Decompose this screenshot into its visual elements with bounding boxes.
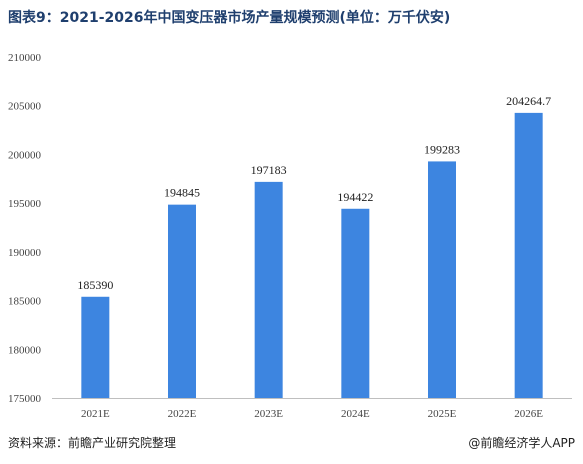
data-label: 185390: [77, 278, 113, 292]
bar: [428, 161, 456, 398]
brand-note: @前瞻经济学人APP: [468, 436, 575, 450]
x-tick-label: 2021E: [81, 408, 110, 420]
x-axis: 2021E 2022E 2023E 2024E 2025E 2026E: [81, 408, 543, 420]
data-label: 194845: [164, 186, 200, 200]
y-tick-label: 180000: [8, 344, 42, 356]
y-tick-label: 195000: [8, 198, 42, 210]
bars: [81, 112, 543, 399]
x-tick-label: 2025E: [428, 408, 457, 420]
bar: [254, 181, 283, 398]
data-label: 199283: [424, 142, 460, 156]
value-labels: 185390 194845 197183 194422 199283 204264.7: [77, 94, 551, 292]
bar: [168, 204, 196, 398]
x-tick-label: 2023E: [254, 408, 283, 420]
data-label: 197183: [251, 163, 287, 177]
data-label: 194422: [337, 190, 373, 204]
x-tick-label: 2026E: [514, 408, 543, 420]
y-tick-label: 185000: [8, 296, 42, 308]
data-label: 204264.7: [506, 94, 551, 108]
x-tick-label: 2022E: [168, 408, 197, 420]
y-axis: 175000 180000 185000 190000 195000 200000 2050…: [8, 52, 42, 405]
y-tick-label: 210000: [8, 52, 42, 64]
chart-title: 图表9：2021-2026年中国变压器市场产量规模预测(单位：万千伏安): [8, 10, 451, 26]
y-tick-label: 175000: [8, 393, 42, 405]
y-tick-label: 200000: [8, 149, 42, 161]
bar: [341, 208, 370, 398]
y-tick-label: 190000: [8, 247, 42, 259]
y-tick-label: 205000: [8, 101, 42, 113]
source-note: 资料来源：前瞻产业研究院整理: [8, 436, 177, 450]
x-tick-label: 2024E: [341, 408, 370, 420]
bar: [514, 112, 543, 399]
bar: [81, 296, 110, 398]
